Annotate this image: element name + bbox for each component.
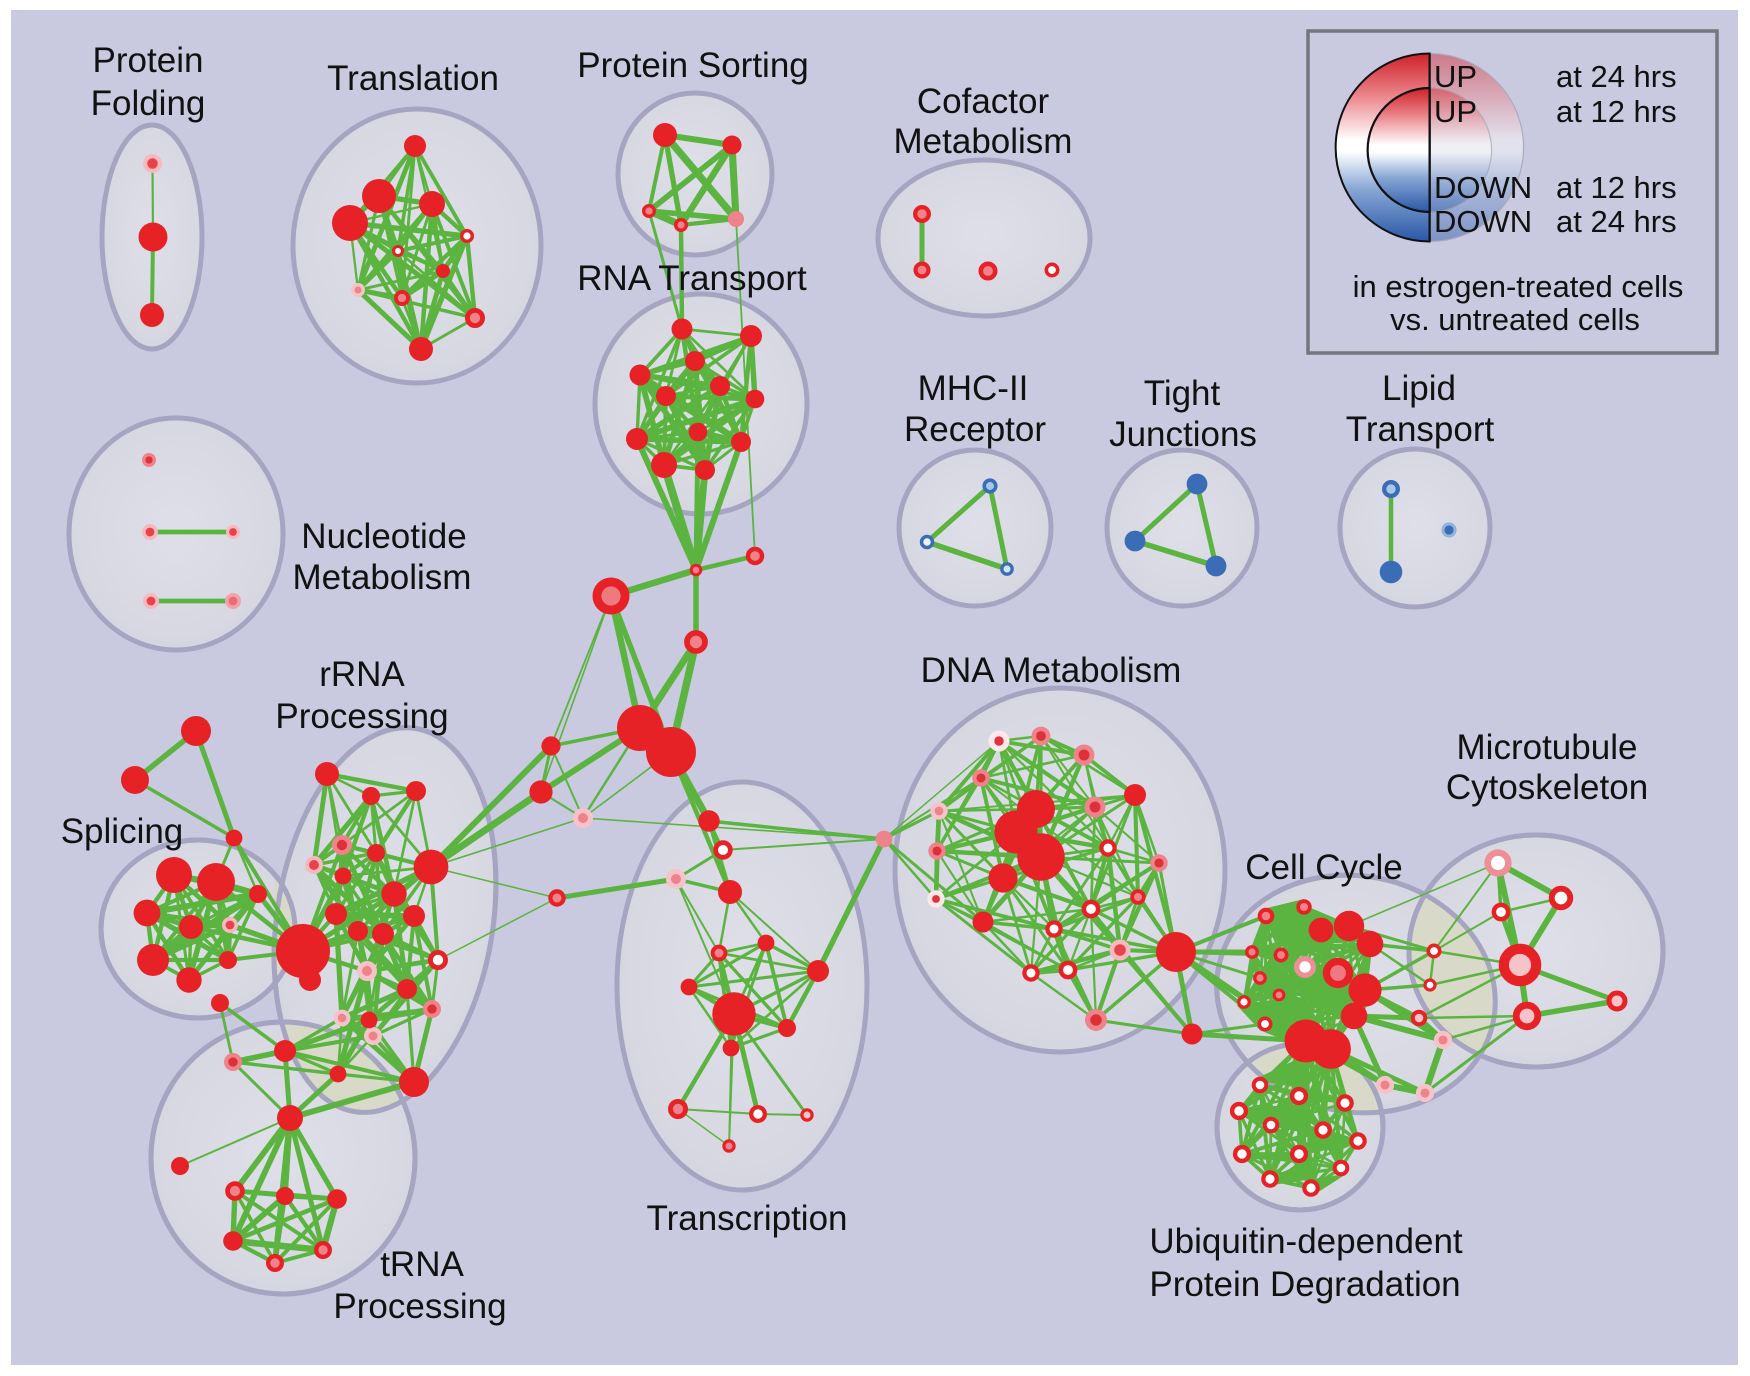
svg-text:Processing: Processing	[275, 697, 448, 736]
svg-text:tRNA: tRNA	[380, 1245, 464, 1284]
svg-text:DOWN: DOWN	[1434, 170, 1532, 205]
svg-text:Tight: Tight	[1144, 374, 1221, 413]
svg-text:DNA Metabolism: DNA Metabolism	[921, 651, 1182, 690]
svg-text:Receptor: Receptor	[904, 410, 1046, 449]
svg-text:at 24 hrs: at 24 hrs	[1556, 59, 1677, 94]
svg-text:Transcription: Transcription	[647, 1199, 848, 1238]
svg-text:Metabolism: Metabolism	[894, 122, 1073, 161]
svg-text:Cofactor: Cofactor	[917, 82, 1050, 121]
svg-text:Splicing: Splicing	[61, 812, 184, 851]
svg-text:Nucleotide: Nucleotide	[301, 517, 466, 556]
svg-text:Cell Cycle: Cell Cycle	[1245, 848, 1403, 887]
svg-text:vs. untreated cells: vs. untreated cells	[1390, 302, 1640, 337]
svg-text:RNA Transport: RNA Transport	[577, 259, 807, 298]
svg-text:Protein: Protein	[93, 41, 204, 80]
svg-text:in estrogen-treated cells: in estrogen-treated cells	[1353, 269, 1684, 304]
svg-text:Lipid: Lipid	[1382, 369, 1456, 408]
svg-text:Protein Degradation: Protein Degradation	[1149, 1265, 1460, 1304]
svg-text:Transport: Transport	[1346, 410, 1495, 449]
svg-text:UP: UP	[1434, 59, 1477, 94]
svg-text:Cytoskeleton: Cytoskeleton	[1446, 768, 1648, 807]
svg-text:MHC-II: MHC-II	[918, 369, 1029, 408]
svg-text:Processing: Processing	[333, 1287, 506, 1326]
svg-text:Metabolism: Metabolism	[293, 558, 472, 597]
svg-text:Protein Sorting: Protein Sorting	[577, 46, 809, 85]
svg-text:rRNA: rRNA	[319, 655, 405, 694]
svg-text:Ubiquitin-dependent: Ubiquitin-dependent	[1149, 1222, 1463, 1261]
svg-text:Translation: Translation	[327, 59, 499, 98]
svg-text:DOWN: DOWN	[1434, 204, 1532, 239]
svg-text:Folding: Folding	[91, 84, 206, 123]
svg-text:at 12 hrs: at 12 hrs	[1556, 94, 1677, 129]
svg-text:UP: UP	[1434, 94, 1477, 129]
svg-text:at 12 hrs: at 12 hrs	[1556, 170, 1677, 205]
svg-text:Junctions: Junctions	[1109, 415, 1257, 454]
svg-text:at 24 hrs: at 24 hrs	[1556, 204, 1677, 239]
svg-text:Microtubule: Microtubule	[1457, 728, 1638, 767]
